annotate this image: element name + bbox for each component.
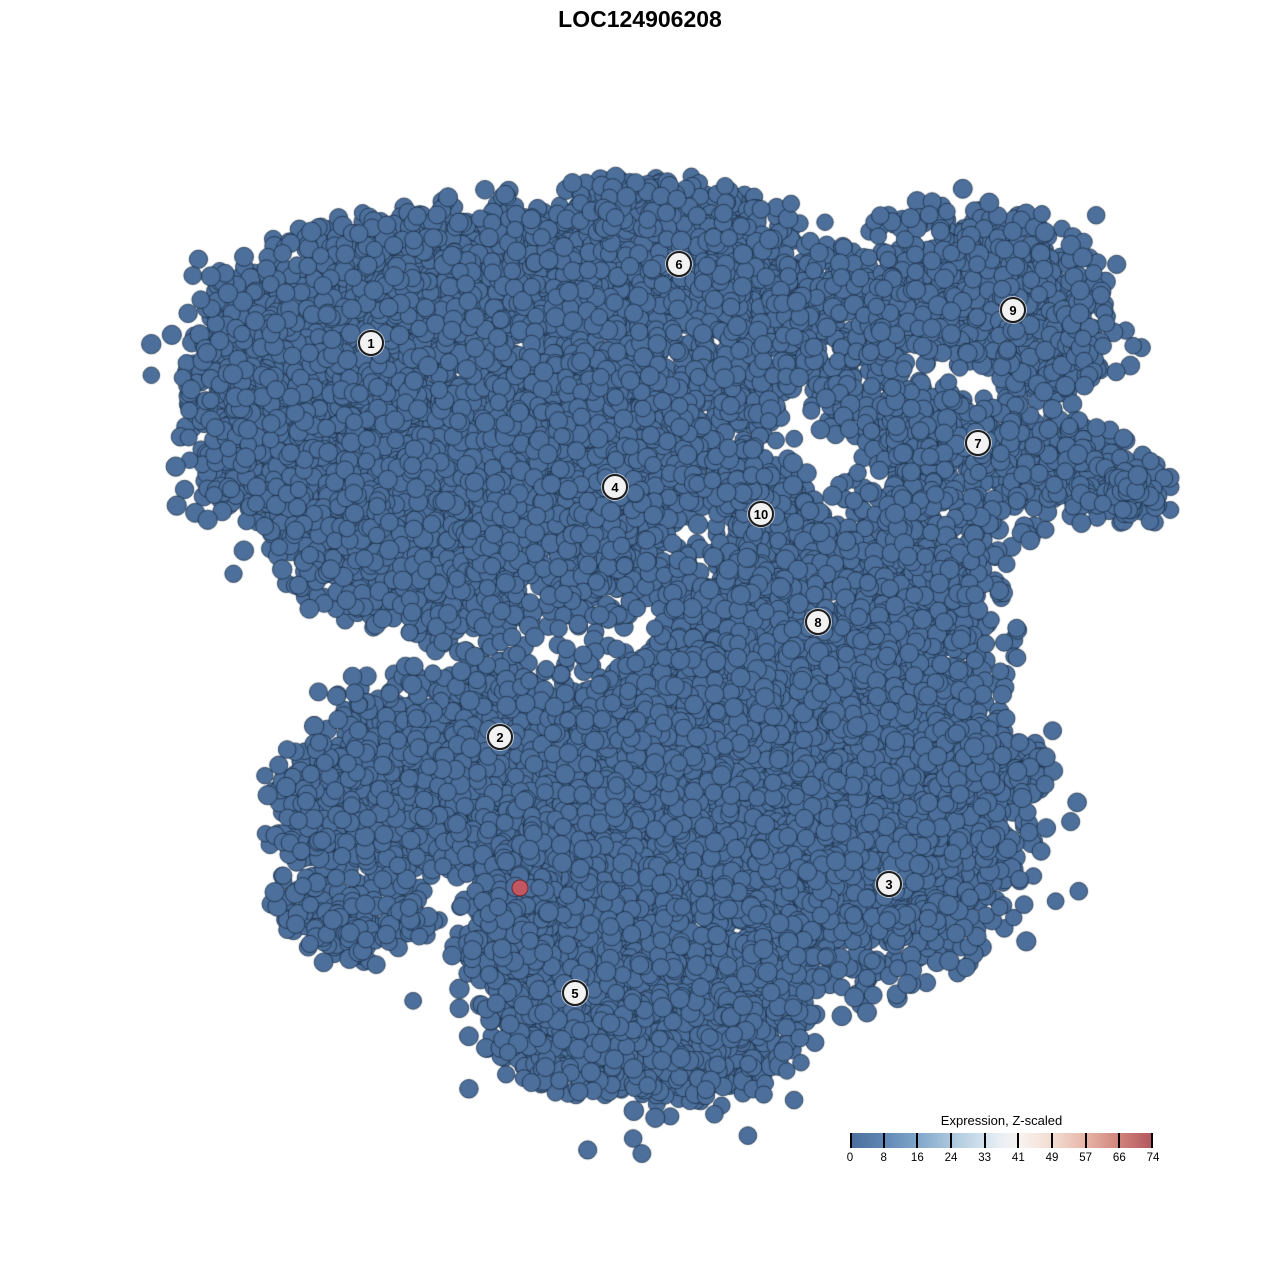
legend-tick-label: 24: [944, 1152, 958, 1164]
legend-tick-mark: [882, 1133, 885, 1148]
legend-tick-mark: [1084, 1133, 1087, 1148]
legend-tick-label: 0: [846, 1152, 854, 1164]
legend-tick-label: 66: [1112, 1152, 1126, 1164]
legend-tick-mark: [950, 1133, 952, 1148]
legend-tick-mark: [1017, 1133, 1020, 1148]
legend-tick-label: 74: [1146, 1152, 1160, 1164]
highlighted-point: [511, 879, 529, 897]
cluster-label-4: 4: [602, 474, 628, 500]
legend-tick-mark: [983, 1133, 986, 1148]
legend-tick-mark: [850, 1133, 852, 1148]
legend-tick-label: 57: [1079, 1152, 1093, 1164]
legend-colorbar: [850, 1133, 1153, 1148]
cluster-label-6: 6: [666, 251, 692, 277]
cluster-label-3: 3: [876, 871, 902, 897]
legend-tick-label: 16: [910, 1152, 924, 1164]
legend-tick-label: 49: [1045, 1152, 1059, 1164]
legend-tick-mark: [1151, 1133, 1153, 1148]
cluster-label-1: 1: [358, 330, 384, 356]
cluster-label-7: 7: [965, 430, 991, 456]
cluster-label-8: 8: [805, 609, 831, 635]
legend-tick-mark: [1118, 1133, 1121, 1148]
legend-tick-label: 33: [978, 1152, 992, 1164]
legend-tick-label: 8: [880, 1152, 887, 1164]
cluster-label-10: 10: [748, 501, 774, 527]
legend-tick-mark: [916, 1133, 919, 1148]
cluster-label-9: 9: [1000, 297, 1026, 323]
legend-title: Expression, Z-scaled: [940, 1113, 1063, 1128]
cluster-label-5: 5: [562, 980, 588, 1006]
expression-legend: Expression, Z-scaled 0 8 16 24 33 41 49 57 66 74: [847, 1113, 1160, 1164]
legend-tick-label: 41: [1011, 1152, 1025, 1164]
legend-tick-mark: [1051, 1133, 1053, 1148]
cluster-label-2: 2: [487, 724, 513, 750]
